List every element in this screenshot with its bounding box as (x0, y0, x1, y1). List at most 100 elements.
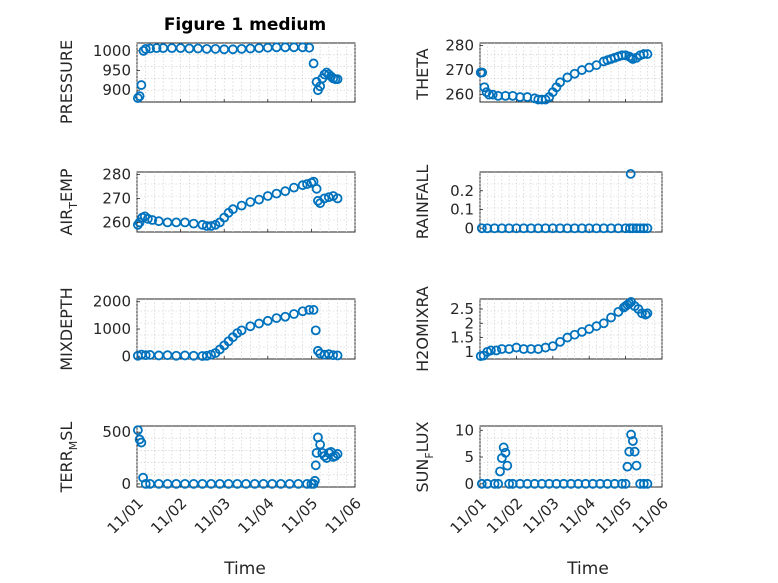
y-tick-label: 2000 (93, 293, 131, 311)
data-point (254, 194, 264, 205)
axes-box (479, 425, 663, 488)
data-point (332, 193, 343, 204)
chart-title: Figure 1 medium (164, 15, 326, 35)
ylabel-terr-msl: TERRMSL (57, 422, 80, 494)
data-point (245, 197, 256, 207)
data-point (254, 318, 264, 329)
data-point (271, 313, 282, 323)
data-point (332, 449, 343, 459)
y-tick-label: 10 (455, 421, 474, 439)
data-point (311, 183, 322, 194)
y-tick-label: 1 (464, 343, 474, 361)
data-point (547, 341, 558, 352)
data-point (638, 223, 649, 234)
x-tick-label: 11/04 (234, 494, 277, 537)
axes-layer: 900950100026027028026027028000.10.201000… (93, 36, 672, 537)
data-point (498, 442, 509, 453)
data-point (562, 72, 573, 83)
data-point (151, 43, 162, 54)
data-point (555, 336, 565, 347)
y-tick-label: 5 (464, 448, 474, 466)
data-point (145, 43, 155, 54)
y-tick-label: 0 (464, 219, 474, 237)
data-point (638, 49, 649, 59)
subplot-4: 00.10.2 (450, 168, 663, 237)
data-point (642, 223, 653, 234)
data-point (262, 191, 273, 201)
data-point (624, 446, 635, 457)
x-tick-label: 11/06 (322, 494, 365, 537)
data-point (236, 200, 247, 211)
x-tick-label: 11/03 (519, 494, 562, 537)
x-tick-label: 11/02 (147, 494, 190, 537)
data-point (297, 42, 308, 53)
data-point (271, 188, 282, 199)
data-point (136, 80, 147, 90)
x-tick-label: 11/01 (447, 494, 490, 537)
data-point (142, 213, 153, 224)
data-point (479, 82, 490, 93)
ylabel-air-temp: AIRTEMP (57, 168, 80, 235)
data-point (493, 478, 504, 489)
ylabel-h2omixra: H2OMIXRA (413, 286, 432, 372)
data-point (640, 309, 651, 320)
data-point (245, 321, 256, 332)
data-point (197, 351, 208, 361)
data-point (332, 350, 343, 361)
x-tick-label: 11/03 (191, 494, 234, 537)
data-point (626, 429, 636, 440)
subplot-5: 0 1000 2000 (93, 293, 356, 365)
data-point (484, 89, 495, 100)
data-point (625, 223, 635, 234)
data-point (136, 437, 147, 448)
data-point (642, 308, 653, 319)
data-point (502, 460, 513, 471)
ylabel-theta: THETA (413, 48, 432, 100)
data-point (236, 325, 247, 336)
y-tick-label: 2 (464, 314, 474, 332)
y-tick-label: 0 (121, 347, 131, 365)
data-point (495, 466, 505, 477)
data-point (132, 93, 143, 103)
data-point (297, 180, 308, 191)
y-tick-label: 1.5 (450, 329, 474, 347)
data-point (308, 305, 319, 315)
y-tick-label: 280 (445, 36, 474, 54)
data-point (625, 168, 636, 179)
data-point (134, 217, 145, 228)
x-tick-label: 11/06 (629, 494, 672, 537)
data-point (309, 475, 320, 486)
data-point (486, 345, 496, 356)
y-tick-label: 500 (102, 423, 131, 441)
data-point (487, 89, 498, 100)
y-tick-label: 950 (102, 62, 131, 80)
ylabel-pressure: PRESSURE (57, 40, 76, 124)
xlabel-right: Time (566, 559, 609, 579)
x-tick-label: 11/01 (104, 494, 147, 537)
data-point (598, 318, 609, 329)
data-point (262, 315, 273, 326)
data-point (631, 460, 642, 471)
data-point (206, 349, 217, 360)
data-point (555, 77, 565, 88)
data-point (310, 460, 321, 471)
y-tick-label: 1000 (93, 42, 131, 60)
data-point (228, 204, 238, 215)
data-point (206, 221, 217, 231)
x-tick-label: 11/02 (483, 494, 526, 537)
data-point (620, 478, 631, 489)
y-tick-label: 270 (445, 61, 474, 79)
data-point (476, 223, 487, 234)
x-tick-label: 11/05 (278, 494, 321, 537)
data-point (500, 447, 511, 458)
data-point (332, 74, 343, 85)
data-point (477, 67, 488, 78)
subplot-2: 260 270 280 (445, 36, 663, 105)
data-point (302, 478, 312, 489)
data-point (280, 311, 291, 322)
y-tick-label: 2.5 (450, 300, 474, 318)
data-point (642, 49, 653, 59)
